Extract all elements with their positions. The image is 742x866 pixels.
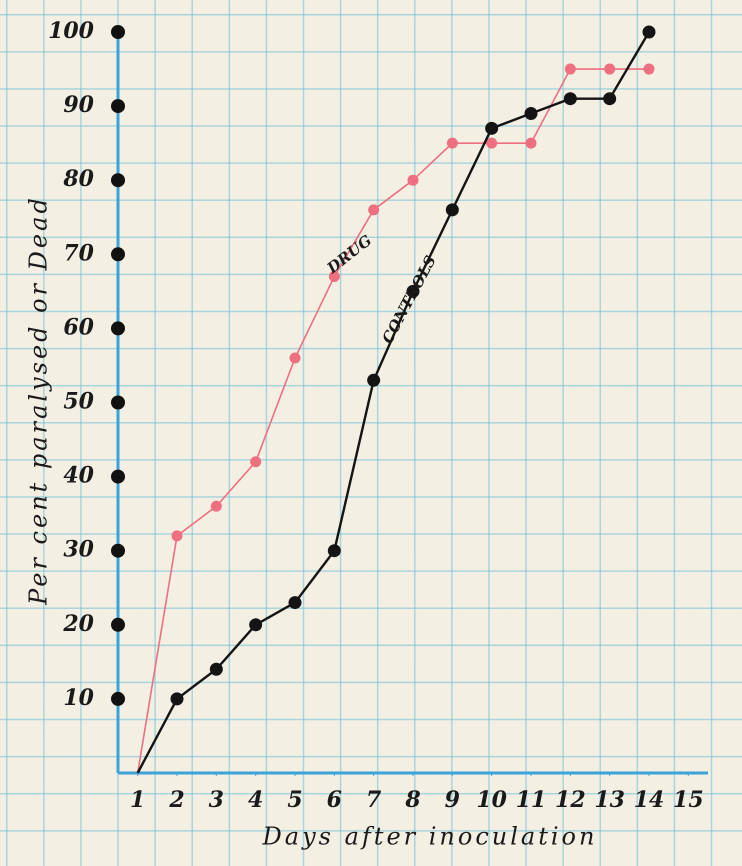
data-point [644, 64, 655, 75]
data-point [289, 596, 302, 609]
x-tick-label: 12 [555, 787, 586, 813]
x-tick-label: 6 [327, 787, 342, 813]
data-point [526, 138, 537, 149]
graph-paper: Days after inoculation Per cent paralyse… [0, 0, 742, 866]
y-tick-dot [111, 618, 125, 632]
data-point [565, 64, 576, 75]
data-point [211, 501, 222, 512]
y-tick-label: 30 [63, 537, 94, 563]
y-tick-label: 50 [63, 389, 94, 415]
y-tick-dot [111, 321, 125, 335]
data-point [604, 64, 615, 75]
series-label: DRUG [323, 231, 375, 278]
data-point [486, 138, 497, 149]
chart: Days after inoculation Per cent paralyse… [0, 0, 742, 866]
data-point [250, 456, 261, 467]
x-tick-label: 1 [130, 787, 145, 813]
x-axis-title: Days after inoculation [262, 823, 598, 851]
y-tick-dot [111, 692, 125, 706]
x-tick-label: 9 [445, 787, 460, 813]
y-tick-dot [111, 544, 125, 558]
y-tick-label: 40 [63, 463, 94, 489]
x-tick-label: 3 [209, 787, 224, 813]
data-point [171, 692, 184, 705]
x-tick-label: 15 [673, 787, 704, 813]
x-tick-label: 2 [168, 787, 184, 813]
x-tick-label: 4 [248, 787, 263, 813]
y-axis-title: Per cent paralysed or Dead [25, 195, 53, 606]
x-tick-label: 13 [594, 787, 625, 813]
x-tick-label: 8 [404, 787, 420, 813]
y-tick-label: 90 [63, 92, 94, 118]
y-tick-label: 70 [63, 240, 94, 266]
data-point [446, 203, 459, 216]
data-point [603, 92, 616, 105]
x-tick-label: 14 [634, 787, 665, 813]
y-tick-dot [111, 99, 125, 113]
y-tick-label: 20 [62, 611, 94, 637]
x-tick-label: 10 [476, 787, 507, 813]
data-point [564, 92, 577, 105]
x-tick-label: 5 [287, 787, 302, 813]
y-tick-label: 80 [62, 166, 94, 192]
series-line [138, 32, 649, 773]
y-tick-dot [111, 25, 125, 39]
data-point [368, 204, 379, 215]
y-tick-dot [111, 470, 125, 484]
y-tick-label: 100 [48, 18, 95, 44]
data-point [525, 107, 538, 120]
y-tick-dot [111, 173, 125, 187]
x-tick-label: 11 [516, 787, 547, 813]
data-point [643, 26, 656, 39]
x-tick-label: 7 [366, 787, 382, 813]
data-point [290, 353, 301, 364]
data-point [447, 138, 458, 149]
y-tick-dot [111, 396, 125, 410]
y-tick-label: 10 [63, 685, 94, 711]
y-tick-dot [111, 247, 125, 261]
data-point [328, 544, 341, 557]
series-label: CONTROLS [378, 252, 439, 346]
data-point [249, 618, 262, 631]
data-point [408, 175, 419, 186]
data-point [172, 530, 183, 541]
data-point [485, 122, 498, 135]
y-tick-label: 60 [63, 314, 94, 340]
data-point [210, 663, 223, 676]
data-point [367, 374, 380, 387]
